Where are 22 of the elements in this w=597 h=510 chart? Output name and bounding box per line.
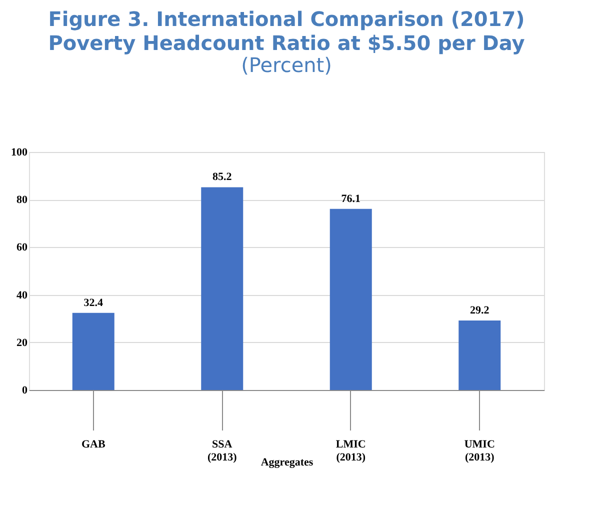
- text: Figure 3. International Comparison (2017): [48, 7, 525, 31]
- bar: [201, 187, 244, 390]
- y-tick-label: 60: [16, 242, 28, 254]
- x-tick-label: UMIC (2013): [464, 438, 495, 464]
- data-label: 85.2: [212, 171, 232, 184]
- x-axis-title: Aggregates: [260, 456, 314, 468]
- y-tick-label: 20: [16, 336, 28, 349]
- x-tick-label: GAB: [81, 438, 106, 450]
- text: Poverty Headcount Ratio at $5.50 per Day: [48, 31, 525, 55]
- y-tick-label: 40: [16, 289, 28, 302]
- bar: [458, 320, 501, 390]
- bar: [72, 312, 114, 390]
- y-tick-label: 100: [11, 146, 28, 158]
- y-tick-label: 80: [16, 194, 28, 206]
- y-tick-label: 0: [22, 384, 28, 396]
- chart-subtitle: (Percent): [241, 53, 332, 77]
- x-tick-label: LMIC (2013): [336, 438, 366, 464]
- bar: [330, 208, 372, 390]
- data-label: 76.1: [341, 192, 360, 205]
- data-label: 32.4: [84, 296, 104, 309]
- x-tick-label: SSA (2013): [207, 438, 238, 464]
- data-label: 29.2: [470, 304, 490, 317]
